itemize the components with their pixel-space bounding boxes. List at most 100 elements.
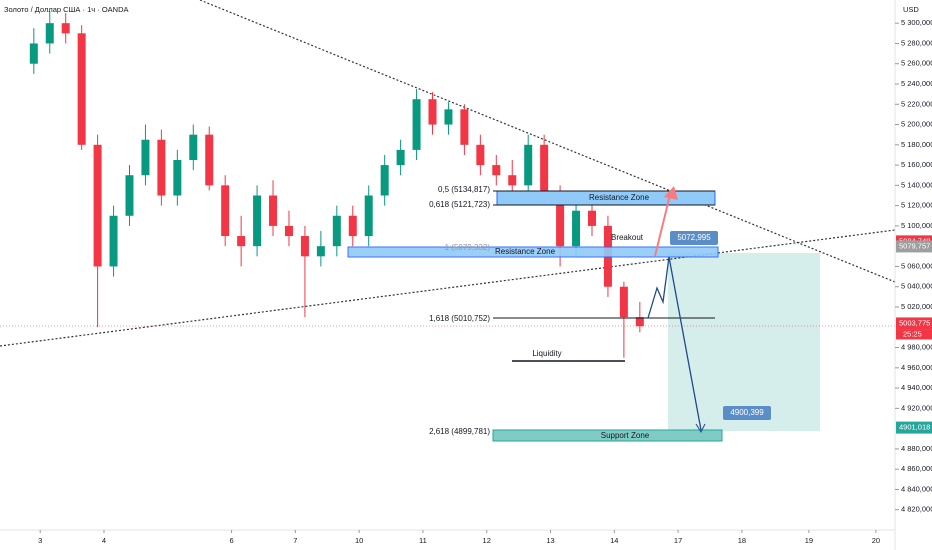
symbol-title: Золото / Доллар США · 1ч · OANDA xyxy=(4,5,129,14)
candle-body xyxy=(125,175,134,216)
y-tick-label: 4 920,000 xyxy=(901,403,932,412)
trendline xyxy=(0,229,896,347)
y-tick-label: 4 940,000 xyxy=(901,383,932,392)
y-tick-label: 5 280,000 xyxy=(901,38,932,47)
projection-area xyxy=(668,253,820,431)
price-tag xyxy=(896,421,932,434)
candle-body xyxy=(364,195,373,237)
price-tag xyxy=(896,240,932,253)
candle-body xyxy=(77,33,86,145)
y-tick-label: 4 820,000 xyxy=(901,505,932,514)
candle-body xyxy=(460,109,469,145)
y-tick-label: 5 200,000 xyxy=(901,120,932,129)
candle-body xyxy=(300,236,309,257)
candle-body xyxy=(412,99,421,150)
candle-body xyxy=(61,23,70,34)
candle-body xyxy=(316,246,325,257)
y-tick-label: 4 880,000 xyxy=(901,444,932,453)
y-tick-label: 5 160,000 xyxy=(901,160,932,169)
candle-body xyxy=(556,195,565,247)
breakout-label: Breakout xyxy=(611,233,644,242)
candle-body xyxy=(619,286,628,318)
x-tick-label: 13 xyxy=(546,536,554,545)
candle-body xyxy=(93,144,102,267)
countdown: 25:25 xyxy=(903,329,922,338)
x-tick-label: 3 xyxy=(38,536,42,545)
fib-label: 2,618 (4899,781) xyxy=(429,427,490,436)
price-tag-label: 5003,775 xyxy=(899,318,930,327)
y-tick-label: 5 140,000 xyxy=(901,180,932,189)
resistance-zone xyxy=(347,246,719,258)
y-tick-label: 5 100,000 xyxy=(901,221,932,230)
zone-label: Support Zone xyxy=(601,431,650,440)
target-box xyxy=(670,231,718,245)
x-tick-label: 7 xyxy=(293,536,297,545)
candle-body xyxy=(380,165,389,196)
x-tick-label: 14 xyxy=(610,536,618,545)
y-tick-label: 5 240,000 xyxy=(901,79,932,88)
candle-body xyxy=(524,144,533,186)
y-tick-label: 4 980,000 xyxy=(901,343,932,352)
target-box xyxy=(723,406,771,420)
price-tag-label: 5079,757 xyxy=(899,241,930,250)
x-tick-label: 11 xyxy=(419,536,427,545)
candle-body xyxy=(492,165,501,176)
candle-body xyxy=(29,43,38,64)
currency: USD xyxy=(903,5,919,14)
fib-label: 1 (5079,332) xyxy=(445,243,491,252)
candle-body xyxy=(45,23,54,44)
support-zone xyxy=(492,429,723,442)
x-tick-label: 6 xyxy=(229,536,233,545)
fib-label: 1,618 (5010,752) xyxy=(429,314,490,323)
candle-body xyxy=(572,210,581,247)
target-label: 4900,399 xyxy=(730,408,764,417)
zone-label: Resistance Zone xyxy=(589,193,650,202)
y-tick-label: 5 120,000 xyxy=(901,201,932,210)
candle-body xyxy=(237,236,246,247)
price-tag-label: 4901,018 xyxy=(899,423,930,432)
candle-body xyxy=(221,185,230,237)
candle-body xyxy=(540,144,549,196)
arrow-head xyxy=(664,186,678,200)
candle-body xyxy=(157,139,166,196)
zone-label: Resistance Zone xyxy=(495,247,556,256)
liquidity-label: Liquidity xyxy=(532,349,561,358)
y-tick-label: 4 840,000 xyxy=(901,484,932,493)
candle-body xyxy=(189,134,198,161)
candle-body xyxy=(173,160,182,196)
y-tick-label: 5 020,000 xyxy=(901,302,932,311)
trendline xyxy=(199,0,896,283)
y-tick-label: 5 060,000 xyxy=(901,261,932,270)
y-tick-label: 5 300,000 xyxy=(901,18,932,27)
y-tick-label: 5 260,000 xyxy=(901,59,932,68)
candle-body xyxy=(635,317,644,327)
candle-body xyxy=(269,195,278,226)
price-tag xyxy=(896,317,932,330)
candle-body xyxy=(587,210,596,226)
countdown-box xyxy=(896,329,932,340)
arrow-up xyxy=(654,194,671,257)
fib-label: 0,5 (5134,817) xyxy=(438,185,490,194)
candle-body xyxy=(284,225,293,237)
fib-label: 0,618 (5121,723) xyxy=(429,200,490,209)
x-tick-label: 17 xyxy=(674,536,682,545)
target-label: 5072,995 xyxy=(677,233,711,242)
x-tick-label: 19 xyxy=(805,536,813,545)
candle-body xyxy=(508,175,517,186)
arrow-head xyxy=(695,423,706,434)
x-tick-label: 20 xyxy=(872,536,880,545)
candle-body xyxy=(205,134,214,186)
x-tick-label: 4 xyxy=(102,536,106,545)
candle-body xyxy=(444,109,453,125)
candle-body xyxy=(332,215,341,247)
x-tick-label: 10 xyxy=(355,536,363,545)
candle-body xyxy=(476,144,485,166)
x-tick-label: 12 xyxy=(483,536,491,545)
candle-body xyxy=(109,215,118,267)
y-tick-label: 4 860,000 xyxy=(901,464,932,473)
y-tick-label: 4 960,000 xyxy=(901,363,932,372)
candle-body xyxy=(396,149,405,166)
arrow-down xyxy=(647,256,702,431)
candle-body xyxy=(348,215,357,237)
